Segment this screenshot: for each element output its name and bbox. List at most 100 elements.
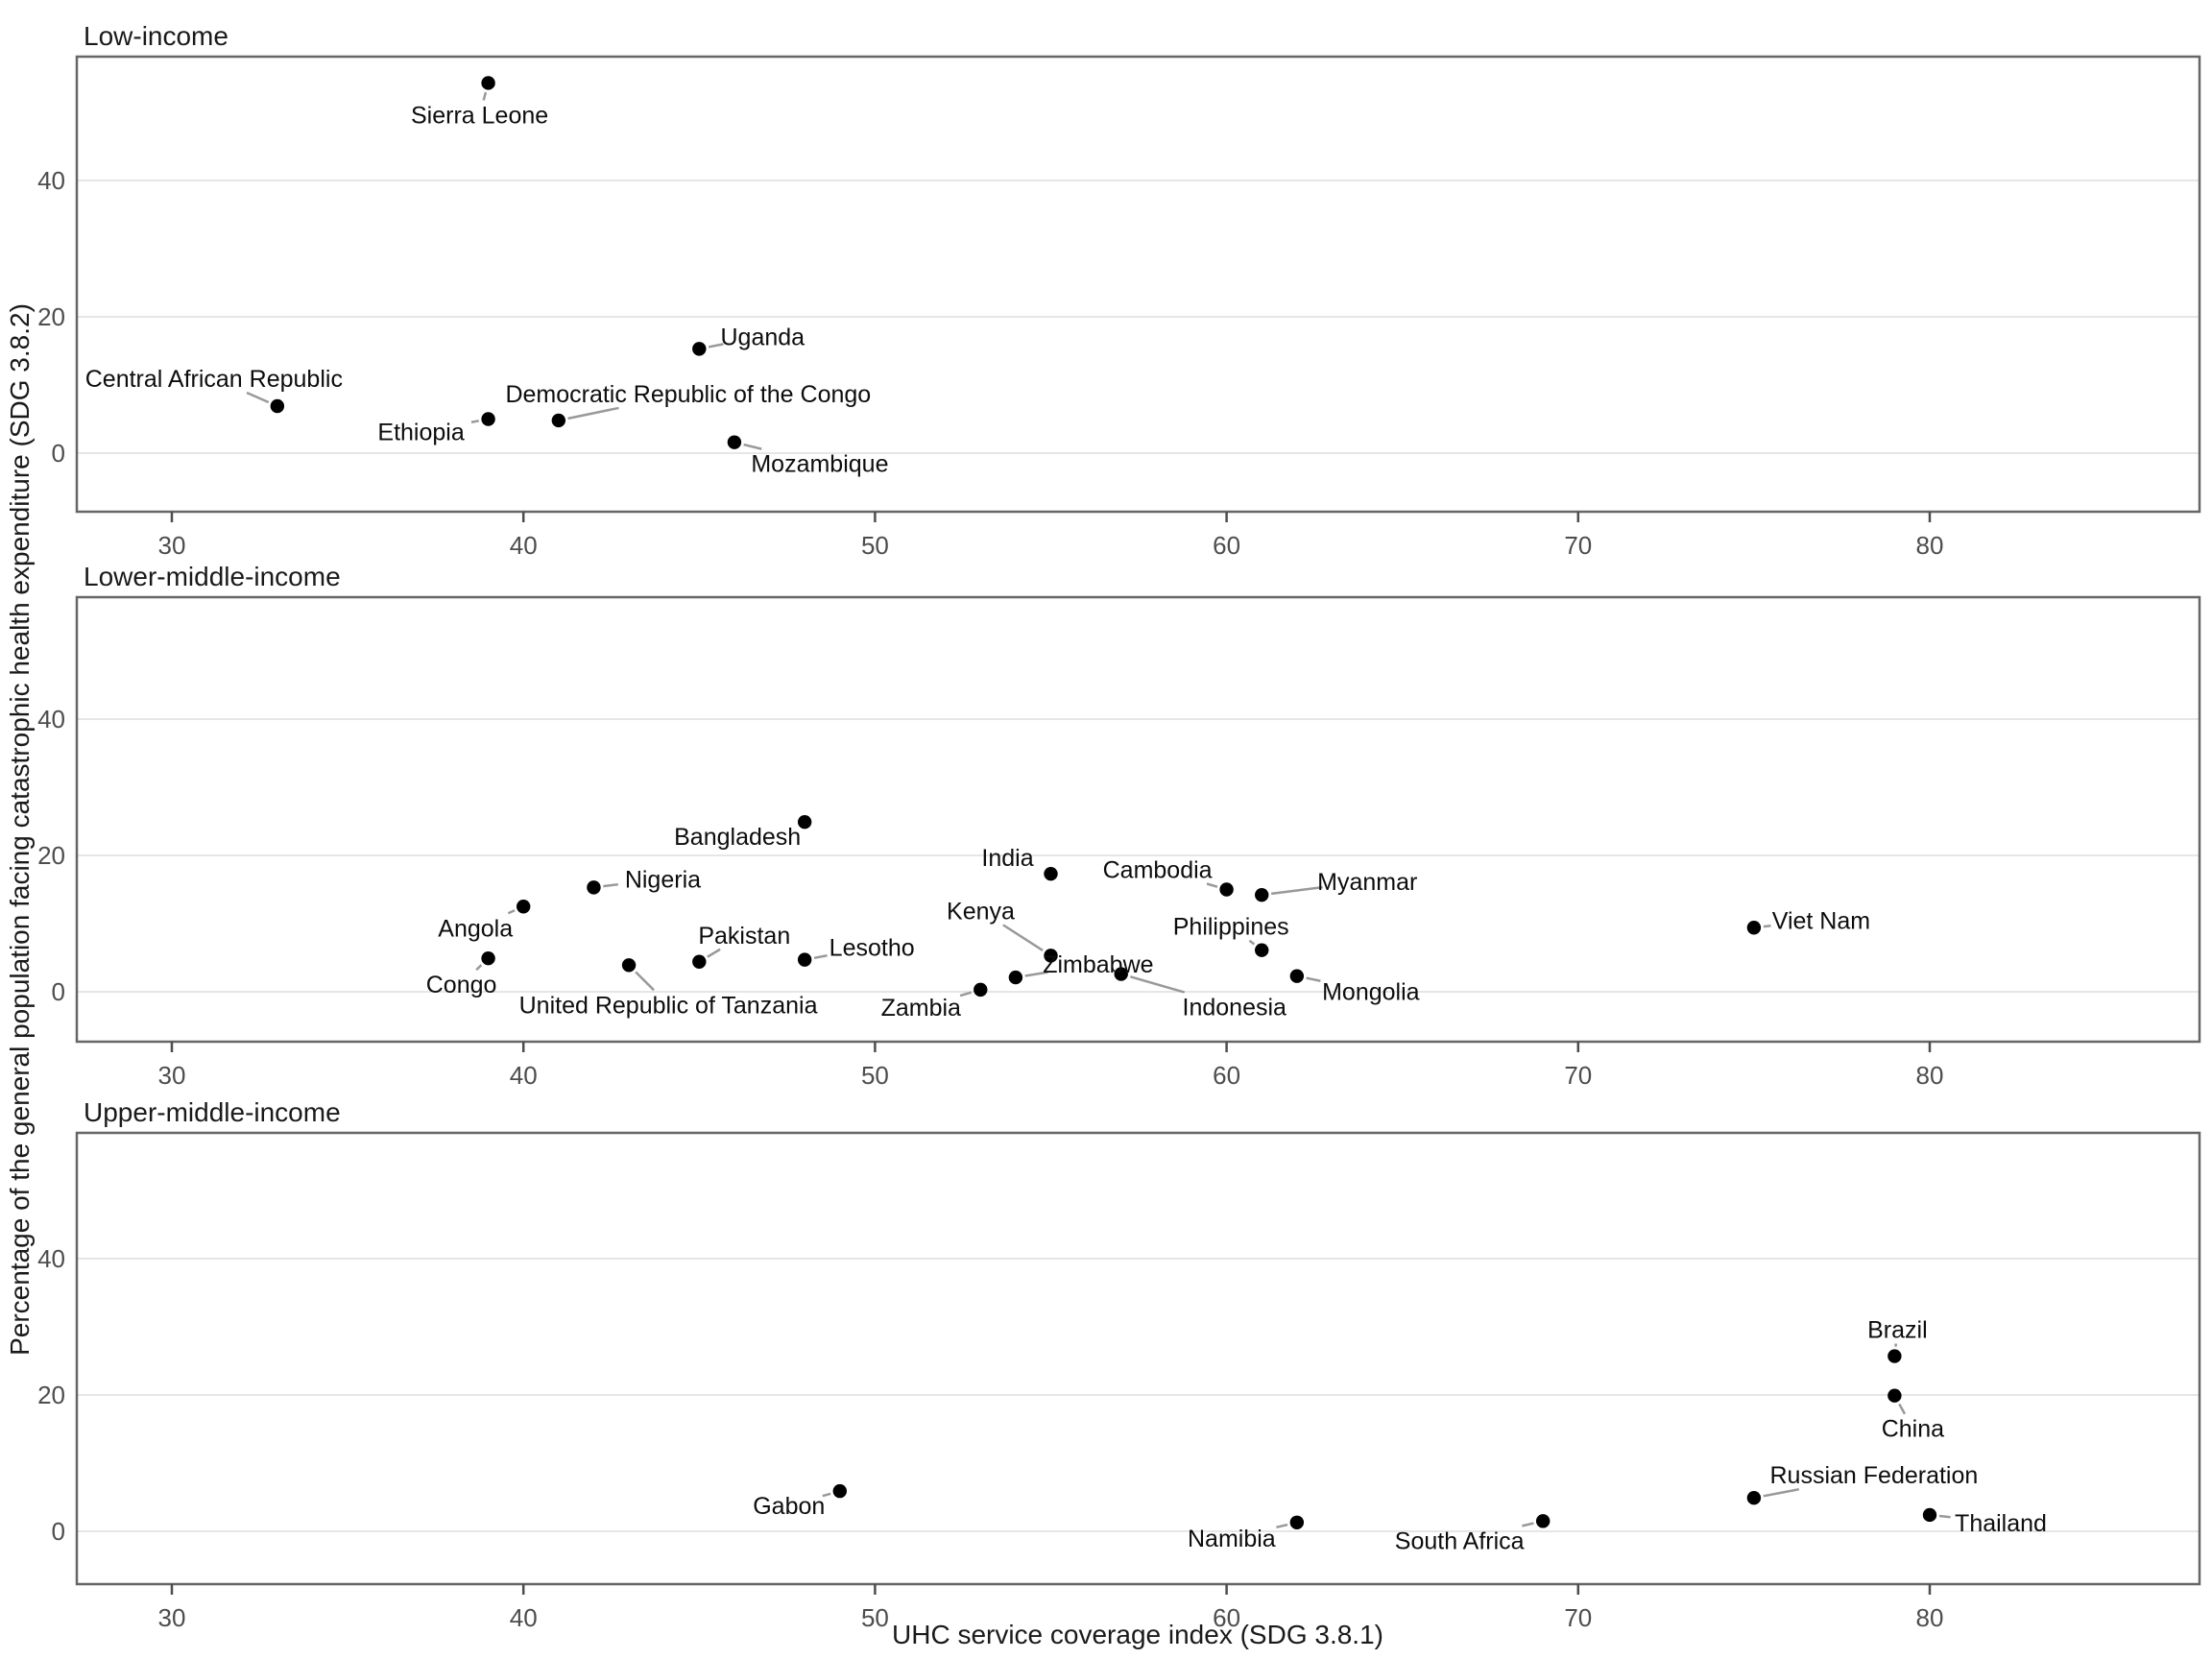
label-connector-democratic-republic-of-the-congo [567, 406, 619, 421]
point-china [1887, 1388, 1902, 1403]
y-tick-label-0: 0 [52, 439, 65, 468]
label-connector-central-african-republic [246, 391, 270, 404]
panel-upper-middle-income: 0 20 40 30 40 50 60 70 80 Upper-middle-income Braz… [37, 1097, 2201, 1632]
x-tick-label-60: 60 [1213, 1061, 1240, 1090]
x-tick-label-40: 40 [510, 1061, 538, 1090]
y-tick-label-40: 40 [37, 166, 65, 195]
country-label-philippines: Philippines [1173, 914, 1289, 941]
country-label-namibia: Namibia [1188, 1526, 1276, 1552]
x-tick-label-80: 80 [1916, 1061, 1944, 1090]
label-connector-nigeria [603, 882, 618, 888]
point-brazil [1887, 1349, 1902, 1363]
panel-area [77, 597, 2200, 1042]
country-label-mozambique: Mozambique [751, 451, 888, 478]
label-connector-sierra-leone [482, 91, 488, 101]
point-myanmar [1255, 887, 1269, 902]
country-label-gabon: Gabon [753, 1493, 825, 1520]
country-label-india: India [981, 845, 1033, 872]
facet-title: Lower-middle-income [84, 562, 341, 591]
point-indonesia [1114, 967, 1128, 981]
point-congo [481, 951, 495, 966]
label-connector-united-republic-of-tanzania [635, 971, 655, 992]
country-label-china: China [1882, 1416, 1944, 1443]
panel-area [77, 1133, 2200, 1584]
point-zambia [974, 982, 988, 998]
point-philippines [1255, 943, 1269, 957]
x-tick-label-60: 60 [1213, 531, 1240, 560]
country-label-russian-federation: Russian Federation [1770, 1462, 1979, 1489]
label-connector-lesotho [813, 954, 828, 960]
country-label-united-republic-of-tanzania: United Republic of Tanzania [519, 992, 818, 1019]
label-connector-zambia [959, 991, 973, 998]
panel-border [75, 595, 2201, 1044]
x-tick-label-50: 50 [861, 1603, 889, 1632]
x-tick-label-30: 30 [158, 1603, 186, 1632]
x-tick-label-50: 50 [861, 531, 889, 560]
point-south-africa [1535, 1514, 1551, 1528]
point-united-republic-of-tanzania [621, 958, 637, 973]
country-label-pakistan: Pakistan [698, 923, 790, 950]
y-tick-label-20: 20 [37, 841, 65, 870]
y-tick-label-40: 40 [37, 1244, 65, 1273]
country-label-democratic-republic-of-the-congo: Democratic Republic of the Congo [505, 381, 871, 408]
y-axis-title: Percentage of the general population fac… [5, 303, 35, 1356]
label-connector-cambodia [1206, 882, 1218, 888]
point-namibia [1289, 1515, 1305, 1529]
label-connector-pakistan [707, 948, 721, 958]
country-label-ethiopia: Ethiopia [377, 420, 464, 446]
point-uganda [692, 342, 707, 356]
point-lesotho [797, 952, 812, 967]
label-connector-congo [475, 964, 483, 972]
label-connector-myanmar [1270, 885, 1323, 896]
point-thailand [1922, 1507, 1937, 1523]
x-tick-label-60: 60 [1213, 1603, 1240, 1632]
label-connector-angola [507, 909, 516, 915]
country-label-bangladesh: Bangladesh [674, 824, 801, 851]
label-connector-thailand [1938, 1514, 1951, 1519]
y-tick-label-20: 20 [37, 1381, 65, 1409]
label-connector-russian-federation [1763, 1487, 1800, 1498]
point-cambodia [1219, 882, 1234, 897]
x-tick-label-80: 80 [1916, 1603, 1944, 1632]
point-mongolia [1289, 969, 1305, 983]
country-label-mongolia: Mongolia [1322, 979, 1420, 1006]
facet-title: Upper-middle-income [84, 1097, 341, 1127]
country-label-angola: Angola [438, 915, 513, 942]
country-label-viet-nam: Viet Nam [1772, 907, 1870, 934]
country-label-congo: Congo [426, 972, 497, 998]
y-tick-label-0: 0 [52, 1517, 65, 1546]
panel-border [75, 1131, 2201, 1586]
point-pakistan [692, 954, 707, 969]
x-tick-label-30: 30 [158, 531, 186, 560]
point-india [1044, 866, 1058, 881]
point-viet-nam [1746, 921, 1762, 935]
panel-area [77, 57, 2200, 512]
country-label-zambia: Zambia [881, 995, 961, 1022]
country-label-nigeria: Nigeria [625, 866, 701, 893]
x-tick-label-70: 70 [1564, 1061, 1592, 1090]
point-zimbabwe [1008, 970, 1023, 985]
label-connector-south-africa [1522, 1522, 1534, 1527]
label-connector-zimbabwe [1024, 971, 1048, 977]
point-central-african-republic [270, 398, 285, 414]
label-connector-namibia [1276, 1523, 1288, 1529]
panel-lower-middle-income: 0 20 40 30 40 50 60 70 80 Lower-middle-income Bang… [37, 562, 2201, 1090]
point-kenya [1044, 949, 1058, 963]
y-tick-label-0: 0 [52, 977, 65, 1006]
panel-low-income: 0 20 40 30 40 50 60 70 80 Low-income Sierra Leone U… [37, 21, 2201, 560]
y-tick-label-40: 40 [37, 705, 65, 733]
country-label-indonesia: Indonesia [1183, 995, 1287, 1022]
x-axis-title: UHC service coverage index (SDG 3.8.1) [892, 1620, 1383, 1649]
country-label-sierra-leone: Sierra Leone [411, 102, 548, 129]
x-tick-label-40: 40 [510, 1603, 538, 1632]
label-connector-philippines [1248, 939, 1256, 946]
point-russian-federation [1746, 1491, 1762, 1505]
country-label-central-african-republic: Central African Republic [85, 366, 343, 393]
point-mozambique [727, 435, 742, 449]
x-tick-label-80: 80 [1916, 531, 1944, 560]
point-democratic-republic-of-the-congo [551, 413, 566, 428]
label-connector-mongolia [1306, 976, 1321, 983]
country-label-thailand: Thailand [1955, 1510, 2047, 1537]
